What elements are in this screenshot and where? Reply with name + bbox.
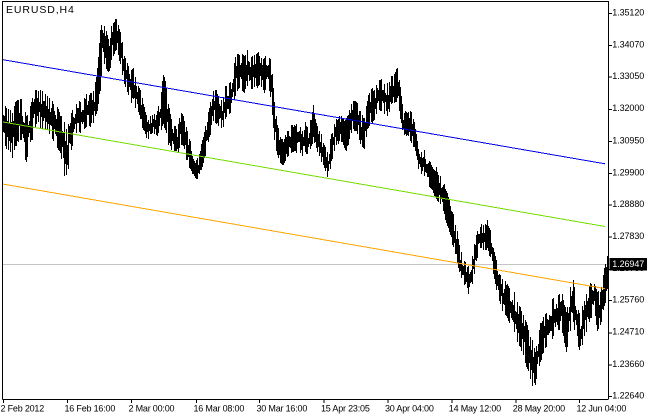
svg-text:EURUSD,H4: EURUSD,H4	[6, 4, 75, 16]
svg-text:1.33050: 1.33050	[612, 71, 644, 81]
svg-text:1.22640: 1.22640	[612, 390, 644, 400]
svg-text:1.30950: 1.30950	[612, 135, 644, 145]
svg-text:1.35120: 1.35120	[612, 7, 644, 17]
svg-text:1.29900: 1.29900	[612, 168, 644, 178]
svg-text:1.25760: 1.25760	[612, 295, 644, 305]
svg-text:1.26947: 1.26947	[612, 259, 644, 269]
svg-text:1.28880: 1.28880	[612, 199, 644, 209]
svg-text:1.23660: 1.23660	[612, 359, 644, 369]
svg-text:1.34070: 1.34070	[612, 40, 644, 50]
svg-text:2 Feb 2012: 2 Feb 2012	[1, 404, 45, 414]
svg-text:15 Apr 23:05: 15 Apr 23:05	[321, 404, 370, 414]
svg-text:1.24710: 1.24710	[612, 327, 644, 337]
svg-text:30 Mar 16:00: 30 Mar 16:00	[257, 404, 308, 414]
svg-text:16 Mar 08:00: 16 Mar 08:00	[194, 404, 245, 414]
svg-text:30 Apr 04:00: 30 Apr 04:00	[385, 404, 434, 414]
svg-text:2 Mar 00:00: 2 Mar 00:00	[129, 404, 175, 414]
svg-text:1.27830: 1.27830	[612, 231, 644, 241]
svg-text:1.32000: 1.32000	[612, 103, 644, 113]
svg-text:28 May 20:00: 28 May 20:00	[513, 404, 565, 414]
svg-text:16 Feb 16:00: 16 Feb 16:00	[65, 404, 116, 414]
svg-text:12 Jun 04:00: 12 Jun 04:00	[577, 404, 627, 414]
svg-text:14 May 12:00: 14 May 12:00	[449, 404, 501, 414]
